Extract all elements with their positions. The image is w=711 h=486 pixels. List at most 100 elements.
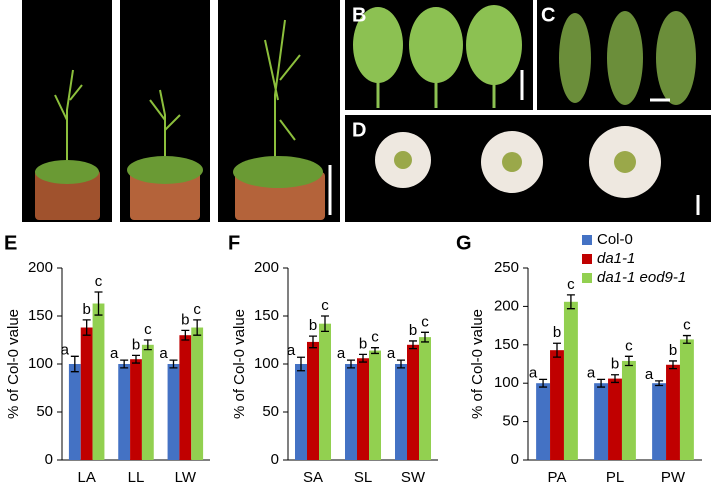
error-bar bbox=[94, 291, 103, 316]
error-bar bbox=[655, 380, 664, 387]
bar bbox=[345, 364, 357, 460]
bar bbox=[179, 335, 192, 460]
panel-label: A bbox=[8, 4, 22, 26]
bar bbox=[652, 383, 667, 460]
significance-label: c bbox=[144, 321, 152, 338]
error-bar bbox=[421, 331, 429, 343]
error-bar bbox=[297, 356, 305, 372]
bar bbox=[369, 350, 381, 460]
error-bar bbox=[682, 334, 691, 344]
bar bbox=[118, 364, 131, 460]
error-bar bbox=[132, 354, 140, 364]
bar bbox=[295, 364, 307, 460]
significance-label: c bbox=[421, 313, 429, 330]
error-bar bbox=[611, 374, 619, 384]
significance-label: c bbox=[95, 273, 103, 290]
bar bbox=[608, 378, 622, 460]
x-tick-label: LL bbox=[128, 469, 145, 486]
error-bar bbox=[409, 340, 417, 350]
error-bar bbox=[359, 353, 367, 363]
y-tick-label: 100 bbox=[494, 374, 519, 391]
bar bbox=[679, 339, 694, 460]
bar bbox=[357, 358, 369, 460]
bar bbox=[621, 360, 636, 460]
panel-label: G bbox=[456, 232, 472, 254]
y-axis-label: % of Col-0 value bbox=[469, 309, 486, 419]
bar bbox=[563, 301, 578, 460]
bar bbox=[395, 364, 407, 460]
y-tick-label: 0 bbox=[271, 451, 279, 468]
y-tick-label: 200 bbox=[494, 297, 519, 314]
significance-label: b bbox=[553, 324, 561, 341]
y-axis-label: % of Col-0 value bbox=[5, 309, 22, 419]
error-bar bbox=[143, 339, 152, 351]
y-tick-label: 50 bbox=[262, 403, 279, 420]
error-bar bbox=[347, 359, 355, 369]
error-bar bbox=[566, 294, 575, 310]
legend-label: Col-0 bbox=[597, 231, 633, 248]
significance-label: a bbox=[529, 364, 538, 381]
bar bbox=[130, 359, 142, 460]
significance-label: a bbox=[337, 345, 346, 362]
x-tick-label: SW bbox=[401, 469, 426, 486]
error-bar bbox=[397, 359, 405, 369]
panel-label: F bbox=[228, 232, 240, 254]
x-tick-label: PL bbox=[606, 469, 624, 486]
bar bbox=[407, 344, 419, 460]
bar bbox=[319, 323, 331, 460]
significance-label: c bbox=[567, 276, 575, 293]
significance-label: b bbox=[409, 322, 417, 339]
x-tick-label: PW bbox=[661, 469, 686, 486]
significance-label: b bbox=[611, 356, 619, 373]
bar bbox=[594, 383, 609, 460]
significance-label: a bbox=[387, 345, 396, 362]
y-tick-label: 0 bbox=[45, 451, 53, 468]
error-bar bbox=[70, 355, 79, 373]
bar bbox=[419, 337, 431, 460]
y-axis-label: % of Col-0 value bbox=[231, 309, 248, 419]
y-tick-label: 200 bbox=[28, 259, 53, 276]
legend-label: da1-1 bbox=[597, 250, 635, 267]
error-bar bbox=[539, 378, 548, 388]
photos: A B C D bbox=[8, 0, 711, 222]
x-tick-label: LW bbox=[175, 469, 197, 486]
legend-swatch bbox=[582, 273, 592, 283]
error-bar bbox=[669, 360, 677, 370]
bar bbox=[141, 344, 154, 460]
error-bar bbox=[82, 319, 91, 336]
significance-label: b bbox=[359, 335, 367, 352]
significance-label: b bbox=[181, 311, 189, 328]
significance-label: a bbox=[587, 364, 596, 381]
y-tick-label: 250 bbox=[494, 259, 519, 276]
significance-label: a bbox=[159, 345, 168, 362]
error-bar bbox=[371, 347, 379, 355]
error-bar bbox=[597, 378, 606, 388]
significance-label: b bbox=[82, 301, 90, 318]
bar bbox=[68, 364, 81, 460]
significance-label: c bbox=[625, 337, 633, 354]
error-bar bbox=[309, 335, 317, 349]
significance-label: c bbox=[321, 297, 329, 314]
x-tick-label: SL bbox=[354, 469, 372, 486]
x-tick-label: PA bbox=[548, 469, 567, 486]
y-tick-label: 150 bbox=[254, 307, 279, 324]
y-tick-label: 200 bbox=[254, 259, 279, 276]
y-tick-label: 100 bbox=[28, 355, 53, 372]
y-tick-label: 0 bbox=[511, 451, 519, 468]
significance-label: c bbox=[371, 329, 379, 346]
bar bbox=[92, 303, 105, 460]
significance-label: b bbox=[132, 336, 140, 353]
significance-label: c bbox=[193, 301, 201, 318]
y-tick-label: 150 bbox=[28, 307, 53, 324]
legend-label: da1-1 eod9-1 bbox=[597, 269, 686, 286]
significance-label: a bbox=[645, 366, 654, 383]
x-tick-label: LA bbox=[77, 469, 95, 486]
panel-label: B bbox=[352, 4, 366, 26]
significance-label: a bbox=[110, 345, 119, 362]
error-bar bbox=[181, 329, 190, 341]
bar bbox=[666, 364, 680, 460]
bar bbox=[550, 350, 564, 460]
y-tick-label: 50 bbox=[502, 413, 519, 430]
error-bar bbox=[624, 355, 633, 367]
